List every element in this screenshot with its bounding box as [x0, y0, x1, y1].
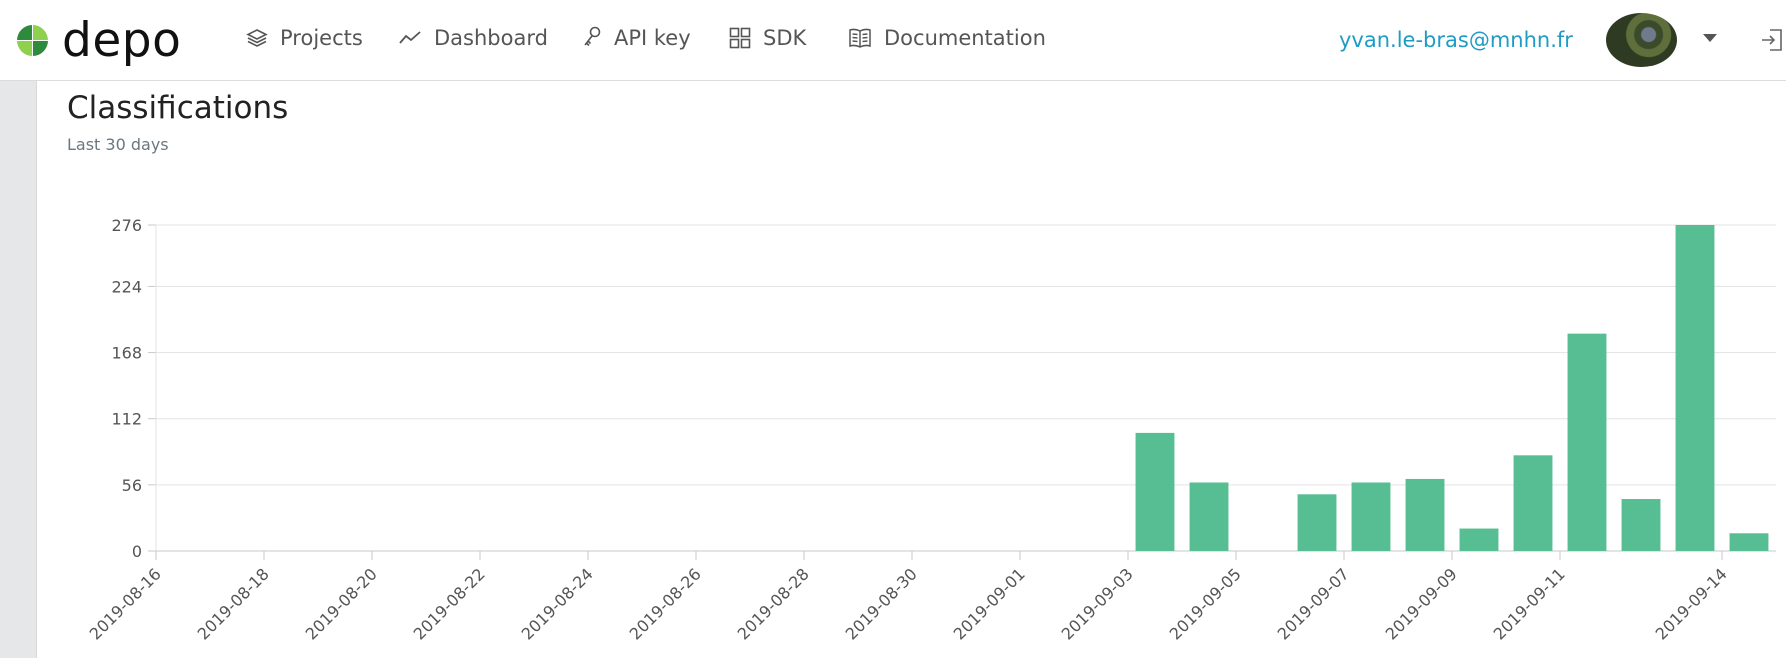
y-tick-label: 0 — [132, 542, 142, 561]
user-email-link[interactable]: yvan.le-bras@mnhn.fr — [1339, 28, 1573, 52]
book-icon — [849, 28, 871, 48]
x-tick-label: 2019-08-20 — [302, 564, 381, 643]
x-tick-label: 2019-09-07 — [1274, 564, 1353, 643]
y-tick-label: 276 — [111, 216, 142, 235]
nav-item-label: Documentation — [884, 26, 1046, 50]
nav-item-label: API key — [614, 26, 691, 50]
avatar[interactable] — [1606, 13, 1677, 67]
brand-name: depo — [62, 12, 182, 68]
bar-2019-09-07 — [1351, 482, 1391, 551]
x-tick-label: 2019-09-14 — [1652, 564, 1731, 643]
page-title: Classifications — [67, 90, 289, 126]
x-tick-label: 2019-08-26 — [626, 564, 705, 643]
nav-item-sdk[interactable]: SDK — [729, 26, 806, 50]
y-tick-label: 224 — [111, 277, 142, 296]
bar-2019-09-03 — [1135, 432, 1175, 551]
nav-item-label: Projects — [280, 26, 363, 50]
x-tick-label: 2019-09-03 — [1058, 564, 1137, 643]
bar-2019-09-11 — [1567, 333, 1607, 551]
logout-icon[interactable] — [1760, 27, 1784, 53]
layers-icon — [246, 29, 268, 47]
x-tick-label: 2019-08-22 — [410, 564, 489, 643]
logo-mark-icon — [17, 24, 48, 56]
y-tick-label: 56 — [122, 476, 142, 495]
x-tick-label: 2019-09-05 — [1166, 564, 1245, 643]
nav-item-label: Dashboard — [434, 26, 548, 50]
brand-logo[interactable]: depo — [17, 8, 181, 72]
bar-2019-09-06 — [1297, 494, 1337, 551]
x-tick-label: 2019-08-24 — [518, 564, 597, 643]
bar-2019-09-10 — [1513, 455, 1553, 551]
bar-2019-09-08 — [1405, 478, 1445, 551]
x-tick-label: 2019-08-28 — [734, 564, 813, 643]
x-tick-label: 2019-09-09 — [1382, 564, 1461, 643]
nav-item-dashboard[interactable]: Dashboard — [398, 26, 548, 50]
x-tick-label: 2019-08-16 — [86, 564, 165, 643]
top-navbar: depo Projects Dashboard API key SDK — [0, 0, 1786, 81]
x-tick-label: 2019-09-01 — [950, 564, 1029, 643]
sidebar-collapsed — [0, 81, 37, 658]
bar-2019-09-14 — [1729, 533, 1769, 551]
grid-icon — [729, 27, 751, 49]
bar-2019-09-13 — [1675, 225, 1715, 551]
x-tick-label: 2019-09-11 — [1490, 564, 1569, 643]
bar-2019-09-12 — [1621, 499, 1661, 551]
bar-2019-09-04 — [1189, 482, 1229, 551]
x-tick-label: 2019-08-30 — [842, 564, 921, 643]
y-tick-label: 168 — [111, 344, 142, 363]
x-tick-label: 2019-08-18 — [194, 564, 273, 643]
key-icon — [584, 26, 601, 47]
nav-item-label: SDK — [763, 26, 807, 50]
trend-line-icon — [399, 31, 421, 44]
chevron-down-icon[interactable] — [1703, 34, 1717, 42]
nav-item-api-key[interactable]: API key — [582, 26, 691, 50]
y-tick-label: 112 — [111, 410, 142, 429]
nav-item-projects[interactable]: Projects — [246, 26, 363, 50]
page-subtitle: Last 30 days — [67, 135, 169, 154]
nav-item-documentation[interactable]: Documentation — [848, 26, 1046, 50]
bar-2019-09-09 — [1459, 528, 1499, 551]
